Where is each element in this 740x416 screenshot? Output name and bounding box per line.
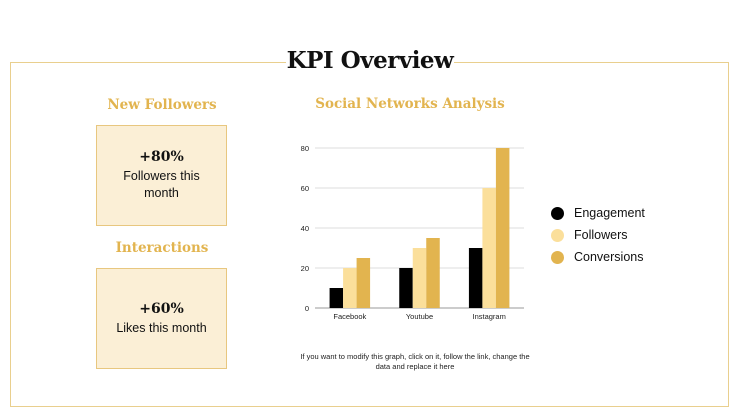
legend-label-engagement: Engagement [574,206,645,220]
bar-followers-youtube [412,248,427,308]
new-followers-heading: New Followers [107,97,217,113]
new-followers-caption: Followers this month [123,169,200,200]
x-tick-label: Instagram [472,312,505,321]
bar-chart[interactable]: 0 20 40 60 80 Facebook Youtube Instagram [290,136,530,326]
bar-followers-facebook [343,268,357,308]
y-tick-label: 0 [305,304,309,313]
bar-followers-instagram [482,188,496,308]
y-tick-label: 20 [301,264,309,273]
new-followers-value: +80% [139,149,184,165]
chart-title: Social Networks Analysis [315,96,505,112]
y-tick-label: 60 [301,184,309,193]
interactions-heading: Interactions [115,240,209,256]
x-tick-label: Youtube [406,312,433,321]
interactions-caption: Likes this month [116,320,207,335]
legend-label-conversions: Conversions [574,250,644,264]
y-tick-label: 80 [301,144,309,153]
bar-engagement-instagram [468,248,483,308]
interactions-value: +60% [139,300,184,317]
chart-legend: Engagement Followers Conversions [551,202,645,268]
legend-item-conversions: Conversions [551,246,645,268]
interactions-card: +60% Likes this month [96,268,227,369]
legend-item-followers: Followers [551,224,645,246]
chart-edit-note: If you want to modify this graph, click … [300,352,530,371]
bar-conversions-facebook [356,258,371,308]
legend-swatch-conversions [551,250,564,264]
legend-label-followers: Followers [574,228,628,242]
legend-swatch-engagement [551,206,564,220]
legend-swatch-followers [551,228,564,242]
y-tick-label: 40 [301,224,309,233]
x-tick-label: Facebook [333,312,366,321]
bar-engagement-youtube [399,268,413,308]
bar-engagement-facebook [329,288,344,308]
bar-conversions-youtube [426,238,440,308]
bar-conversions-instagram [495,148,510,308]
new-followers-card: +80% Followers this month [96,125,227,226]
page-title: KPI Overview [286,44,454,78]
legend-item-engagement: Engagement [551,202,645,224]
